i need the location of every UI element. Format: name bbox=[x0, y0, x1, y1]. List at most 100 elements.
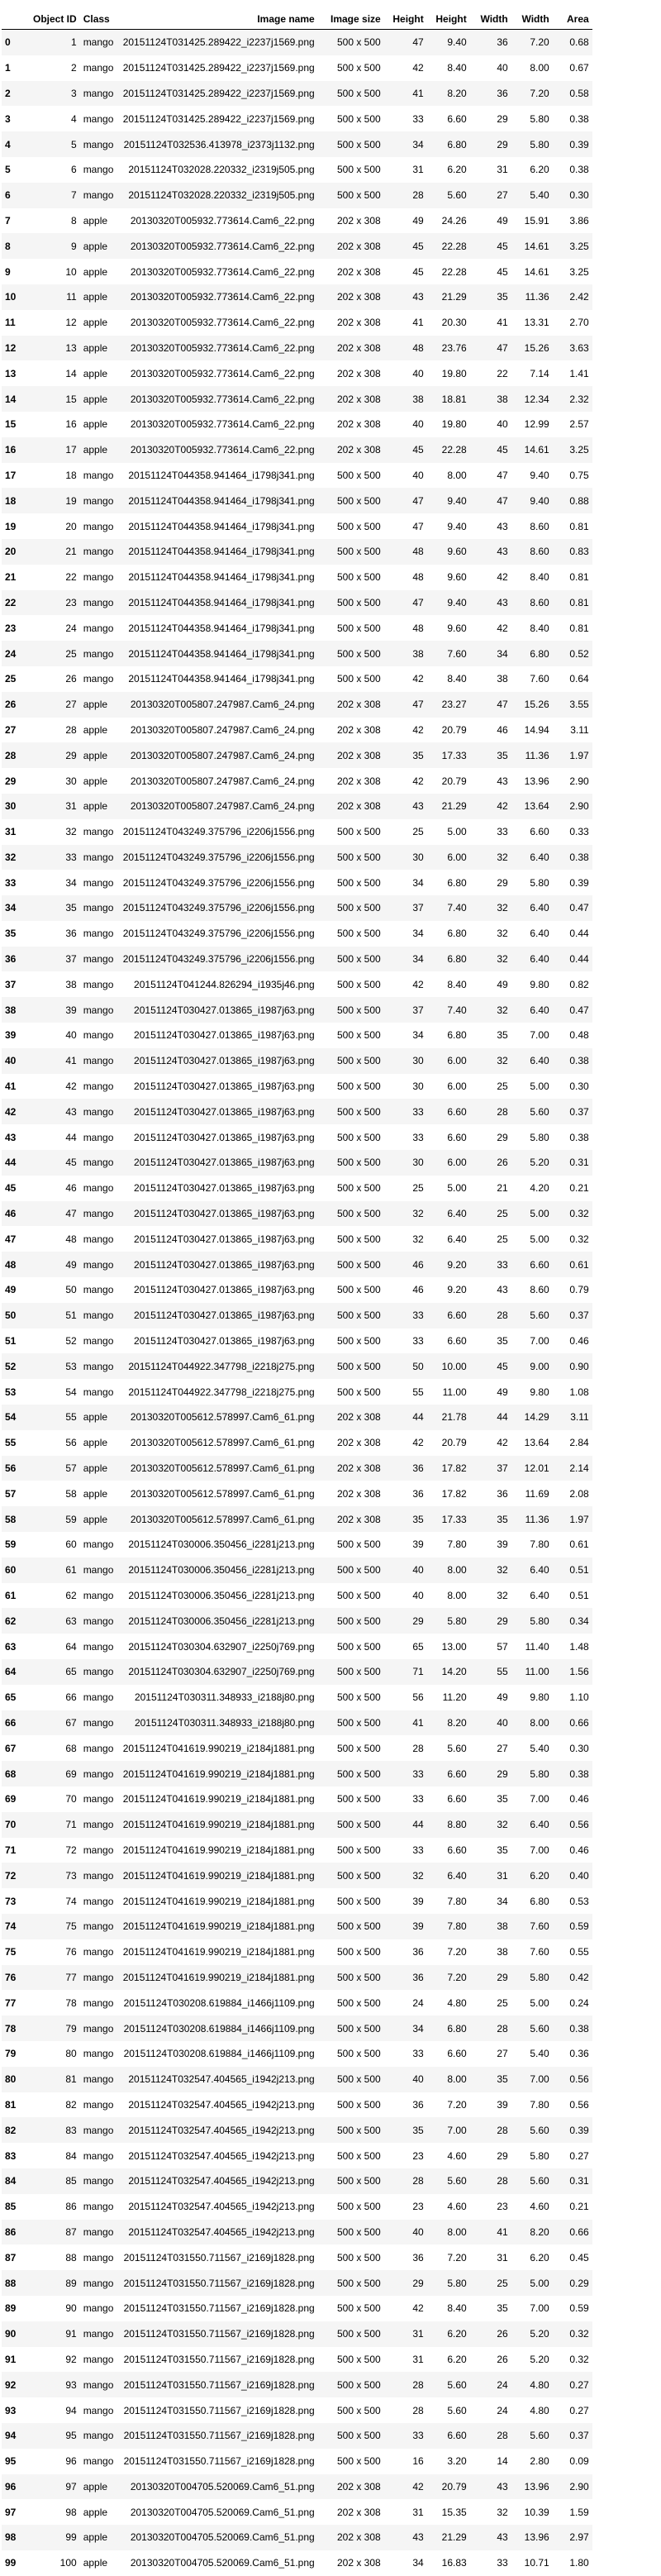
row-index: 35 bbox=[5, 928, 17, 940]
cell-image-size: 500 x 500 bbox=[336, 1233, 381, 1245]
cell-object-id: 51 bbox=[65, 1309, 77, 1322]
table-row: 70 71 mango 20151124T041619.990219_i2184j18… bbox=[2, 1811, 592, 1838]
header-height-px: Height bbox=[383, 0, 427, 30]
row-index: 40 bbox=[5, 1055, 17, 1067]
table-row: 79 80 mango 20151124T030208.619884_i1466j11… bbox=[2, 2041, 592, 2067]
cell-object-id: 98 bbox=[65, 2506, 77, 2518]
cell-width-px: 35 bbox=[497, 291, 508, 303]
cell-area: 0.21 bbox=[569, 1182, 589, 1195]
cell-area: 0.42 bbox=[569, 1971, 589, 1983]
cell-image-size: 500 x 500 bbox=[336, 1819, 381, 1831]
cell-width-px: 33 bbox=[497, 1258, 508, 1271]
cell-width-px: 35 bbox=[497, 1513, 508, 1525]
cell-object-id: 13 bbox=[65, 341, 77, 354]
cell-image-size: 500 x 500 bbox=[336, 2277, 381, 2289]
table-row: 4 5 mango 20151124T032536.413978_i2373j1132… bbox=[2, 131, 592, 157]
cell-width: 5.60 bbox=[530, 2022, 549, 2035]
cell-area: 1.56 bbox=[569, 1666, 589, 1678]
cell-object-id: 36 bbox=[65, 928, 77, 940]
row-index: 60 bbox=[5, 1564, 17, 1577]
cell-image-size: 500 x 500 bbox=[336, 2201, 381, 2213]
cell-image-size: 500 x 500 bbox=[336, 1767, 381, 1780]
cell-image-size: 202 x 308 bbox=[336, 291, 381, 303]
cell-height-px: 23 bbox=[412, 2149, 424, 2162]
cell-image-name: 20151124T031550.711567_i2169j1828.png bbox=[123, 2430, 315, 2442]
cell-height-px: 45 bbox=[412, 265, 424, 278]
cell-width-px: 32 bbox=[497, 1819, 508, 1831]
cell-class: mango bbox=[83, 1716, 114, 1729]
cell-width-px: 35 bbox=[497, 1029, 508, 1042]
header-index bbox=[2, 0, 30, 30]
cell-class: mango bbox=[83, 1615, 114, 1627]
cell-width-px: 28 bbox=[497, 2022, 508, 2035]
cell-width: 5.60 bbox=[530, 1105, 549, 1118]
row-index: 85 bbox=[5, 2201, 17, 2213]
cell-width-px: 24 bbox=[497, 2404, 508, 2416]
cell-object-id: 50 bbox=[65, 1284, 77, 1296]
cell-height-px: 42 bbox=[412, 2302, 424, 2315]
cell-height: 6.60 bbox=[447, 1793, 467, 1806]
cell-width: 5.00 bbox=[530, 1996, 549, 2009]
cell-height-px: 34 bbox=[412, 138, 424, 150]
cell-class: mango bbox=[83, 2455, 114, 2468]
cell-class: mango bbox=[83, 902, 114, 914]
cell-image-name: 20151124T031425.289422_i2237j1569.png bbox=[122, 87, 315, 99]
cell-object-id: 95 bbox=[65, 2430, 77, 2442]
cell-area: 0.30 bbox=[569, 1742, 589, 1754]
cell-image-size: 202 x 308 bbox=[336, 1437, 381, 1449]
cell-image-name: 20130320T005932.773614.Cam6_22.png bbox=[130, 367, 315, 379]
cell-image-size: 500 x 500 bbox=[336, 546, 381, 558]
row-index: 53 bbox=[5, 1386, 17, 1398]
cell-class: mango bbox=[83, 571, 114, 584]
cell-image-size: 500 x 500 bbox=[336, 1615, 381, 1627]
row-index: 62 bbox=[5, 1615, 17, 1627]
cell-class: mango bbox=[83, 1971, 114, 1983]
header-width: Width bbox=[511, 0, 553, 30]
cell-object-id: 76 bbox=[65, 1946, 77, 1958]
cell-height: 6.60 bbox=[447, 1131, 467, 1143]
cell-area: 3.55 bbox=[569, 699, 589, 711]
cell-width: 6.40 bbox=[530, 902, 549, 914]
cell-width-px: 29 bbox=[497, 112, 508, 125]
cell-class: mango bbox=[83, 1920, 114, 1933]
cell-height-px: 42 bbox=[412, 1437, 424, 1449]
cell-area: 0.61 bbox=[569, 1258, 589, 1271]
cell-height: 9.40 bbox=[447, 520, 467, 532]
cell-image-name: 20151124T030006.350456_i2281j213.png bbox=[128, 1564, 315, 1577]
cell-image-name: 20130320T004705.520069.Cam6_51.png bbox=[130, 2557, 315, 2569]
cell-class: mango bbox=[83, 826, 114, 838]
cell-object-id: 15 bbox=[65, 393, 77, 405]
cell-width-px: 33 bbox=[497, 2557, 508, 2569]
cell-object-id: 89 bbox=[65, 2277, 77, 2289]
cell-height: 17.82 bbox=[441, 1462, 467, 1475]
cell-area: 0.32 bbox=[569, 1208, 589, 1220]
cell-width: 5.00 bbox=[530, 1080, 549, 1093]
cell-object-id: 35 bbox=[65, 902, 77, 914]
row-index: 38 bbox=[5, 1004, 17, 1016]
cell-height: 6.20 bbox=[447, 2328, 467, 2340]
cell-class: mango bbox=[83, 647, 114, 660]
cell-area: 0.24 bbox=[569, 1996, 589, 2009]
row-index: 78 bbox=[5, 2022, 17, 2035]
row-index: 52 bbox=[5, 1360, 17, 1372]
cell-width: 9.00 bbox=[530, 1360, 549, 1372]
cell-width-px: 28 bbox=[497, 1105, 508, 1118]
table-row: 71 72 mango 20151124T041619.990219_i2184j18… bbox=[2, 1838, 592, 1863]
cell-width: 5.60 bbox=[530, 2430, 549, 2442]
cell-height-px: 41 bbox=[412, 1716, 424, 1729]
cell-class: mango bbox=[83, 2124, 114, 2136]
table-row: 51 52 mango 20151124T030427.013865_i1987j63… bbox=[2, 1329, 592, 1354]
table-row: 58 59 apple 20130320T005612.578997.Cam6_61.… bbox=[2, 1506, 592, 1533]
cell-height: 7.40 bbox=[447, 1004, 467, 1016]
cell-image-name: 20130320T005932.773614.Cam6_22.png bbox=[130, 291, 315, 303]
cell-height: 10.00 bbox=[441, 1360, 467, 1372]
cell-object-id: 92 bbox=[65, 2353, 77, 2365]
cell-image-name: 20130320T005612.578997.Cam6_61.png bbox=[130, 1437, 315, 1449]
table-row: 60 61 mango 20151124T030006.350456_i2281j21… bbox=[2, 1557, 592, 1583]
cell-area: 0.56 bbox=[569, 1819, 589, 1831]
cell-width: 14.61 bbox=[524, 265, 549, 278]
cell-height-px: 29 bbox=[412, 1615, 424, 1627]
cell-image-name: 20151124T044358.941464_i1798j341.png bbox=[128, 596, 315, 608]
cell-class: mango bbox=[83, 1590, 114, 1601]
cell-width-px: 35 bbox=[497, 1335, 508, 1348]
